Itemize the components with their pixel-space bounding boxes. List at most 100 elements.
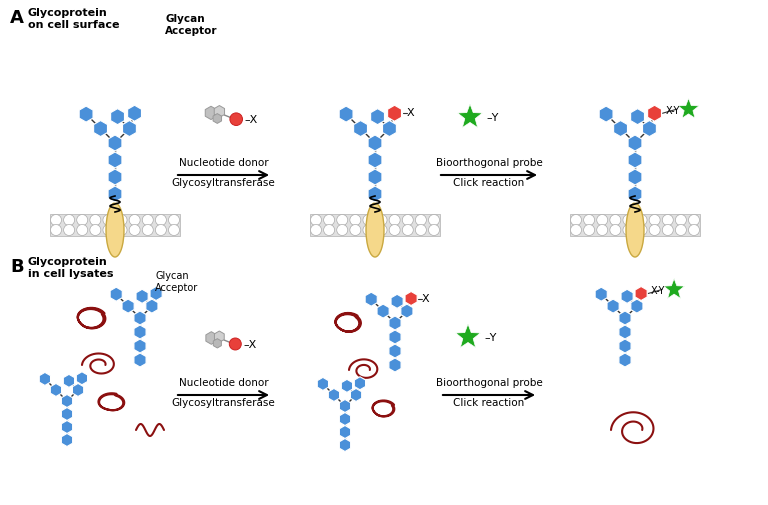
Polygon shape xyxy=(614,121,627,137)
Text: X: X xyxy=(406,108,414,118)
Polygon shape xyxy=(205,107,217,120)
Polygon shape xyxy=(108,153,122,169)
Polygon shape xyxy=(678,99,699,119)
Circle shape xyxy=(415,225,426,236)
Polygon shape xyxy=(214,331,224,343)
Text: –X: –X xyxy=(243,339,257,349)
Polygon shape xyxy=(368,187,382,203)
Polygon shape xyxy=(389,330,401,344)
Ellipse shape xyxy=(106,204,124,258)
Circle shape xyxy=(675,225,687,236)
Circle shape xyxy=(129,225,141,236)
Bar xyxy=(310,215,440,236)
Circle shape xyxy=(142,215,154,226)
Polygon shape xyxy=(61,408,73,421)
Text: X: X xyxy=(422,293,430,303)
Polygon shape xyxy=(39,373,51,386)
Polygon shape xyxy=(206,332,217,344)
Circle shape xyxy=(649,215,660,226)
Circle shape xyxy=(64,225,74,236)
Circle shape xyxy=(571,215,581,226)
Text: Glycoprotein
on cell surface: Glycoprotein on cell surface xyxy=(28,8,120,30)
Bar xyxy=(570,215,700,236)
Circle shape xyxy=(77,215,88,226)
Polygon shape xyxy=(647,106,661,122)
Circle shape xyxy=(336,225,348,236)
Polygon shape xyxy=(377,305,389,319)
Circle shape xyxy=(429,225,439,236)
Circle shape xyxy=(610,225,621,236)
Polygon shape xyxy=(317,378,329,391)
Polygon shape xyxy=(354,377,366,390)
Text: –Y: –Y xyxy=(486,113,498,123)
Polygon shape xyxy=(368,153,382,169)
Circle shape xyxy=(623,225,634,236)
Circle shape xyxy=(168,225,180,236)
Polygon shape xyxy=(664,279,684,299)
Circle shape xyxy=(649,225,660,236)
Polygon shape xyxy=(368,170,382,186)
Polygon shape xyxy=(339,426,351,439)
Polygon shape xyxy=(122,299,134,314)
Circle shape xyxy=(363,215,374,226)
Text: Bioorthogonal probe: Bioorthogonal probe xyxy=(435,158,542,168)
Circle shape xyxy=(116,215,127,226)
Text: Glycosyltransferase: Glycosyltransferase xyxy=(171,178,276,188)
Polygon shape xyxy=(61,421,73,434)
Polygon shape xyxy=(455,324,480,348)
Circle shape xyxy=(571,225,581,236)
Circle shape xyxy=(116,225,127,236)
Circle shape xyxy=(51,225,61,236)
Polygon shape xyxy=(371,110,385,125)
Circle shape xyxy=(155,225,167,236)
Polygon shape xyxy=(110,288,122,301)
Polygon shape xyxy=(607,299,619,314)
Ellipse shape xyxy=(626,204,644,258)
Polygon shape xyxy=(628,136,642,151)
Circle shape xyxy=(64,215,74,226)
Circle shape xyxy=(610,215,621,226)
Text: X-Y: X-Y xyxy=(651,286,666,296)
Text: Nucleotide donor: Nucleotide donor xyxy=(179,158,268,168)
Text: Glycosyltransferase: Glycosyltransferase xyxy=(171,397,276,407)
Text: Glycoprotein
in cell lysates: Glycoprotein in cell lysates xyxy=(28,257,114,279)
Polygon shape xyxy=(136,290,148,304)
Polygon shape xyxy=(134,325,146,339)
Circle shape xyxy=(662,215,674,226)
Polygon shape xyxy=(339,400,351,413)
Circle shape xyxy=(597,215,607,226)
Circle shape xyxy=(77,225,88,236)
Circle shape xyxy=(584,225,594,236)
Polygon shape xyxy=(213,114,221,124)
Polygon shape xyxy=(134,339,146,353)
Text: A: A xyxy=(10,9,24,27)
Circle shape xyxy=(389,225,400,236)
Polygon shape xyxy=(51,384,61,396)
Circle shape xyxy=(142,225,154,236)
Circle shape xyxy=(636,215,647,226)
Polygon shape xyxy=(134,312,146,325)
Polygon shape xyxy=(619,325,631,339)
Text: Glycan
Acceptor: Glycan Acceptor xyxy=(155,271,198,293)
Polygon shape xyxy=(61,395,73,408)
Polygon shape xyxy=(94,121,108,137)
Circle shape xyxy=(336,215,348,226)
Polygon shape xyxy=(628,170,642,186)
Polygon shape xyxy=(405,292,417,306)
Polygon shape xyxy=(214,107,224,118)
Ellipse shape xyxy=(366,204,384,258)
Circle shape xyxy=(584,215,594,226)
Polygon shape xyxy=(619,354,631,367)
Circle shape xyxy=(402,215,413,226)
Polygon shape xyxy=(389,316,401,330)
Polygon shape xyxy=(63,375,74,387)
Polygon shape xyxy=(339,439,351,451)
Circle shape xyxy=(415,215,426,226)
Polygon shape xyxy=(643,121,657,137)
Polygon shape xyxy=(365,292,377,307)
Circle shape xyxy=(688,225,700,236)
Circle shape xyxy=(376,215,387,226)
Polygon shape xyxy=(619,312,631,325)
Polygon shape xyxy=(72,384,84,396)
Polygon shape xyxy=(111,110,124,125)
